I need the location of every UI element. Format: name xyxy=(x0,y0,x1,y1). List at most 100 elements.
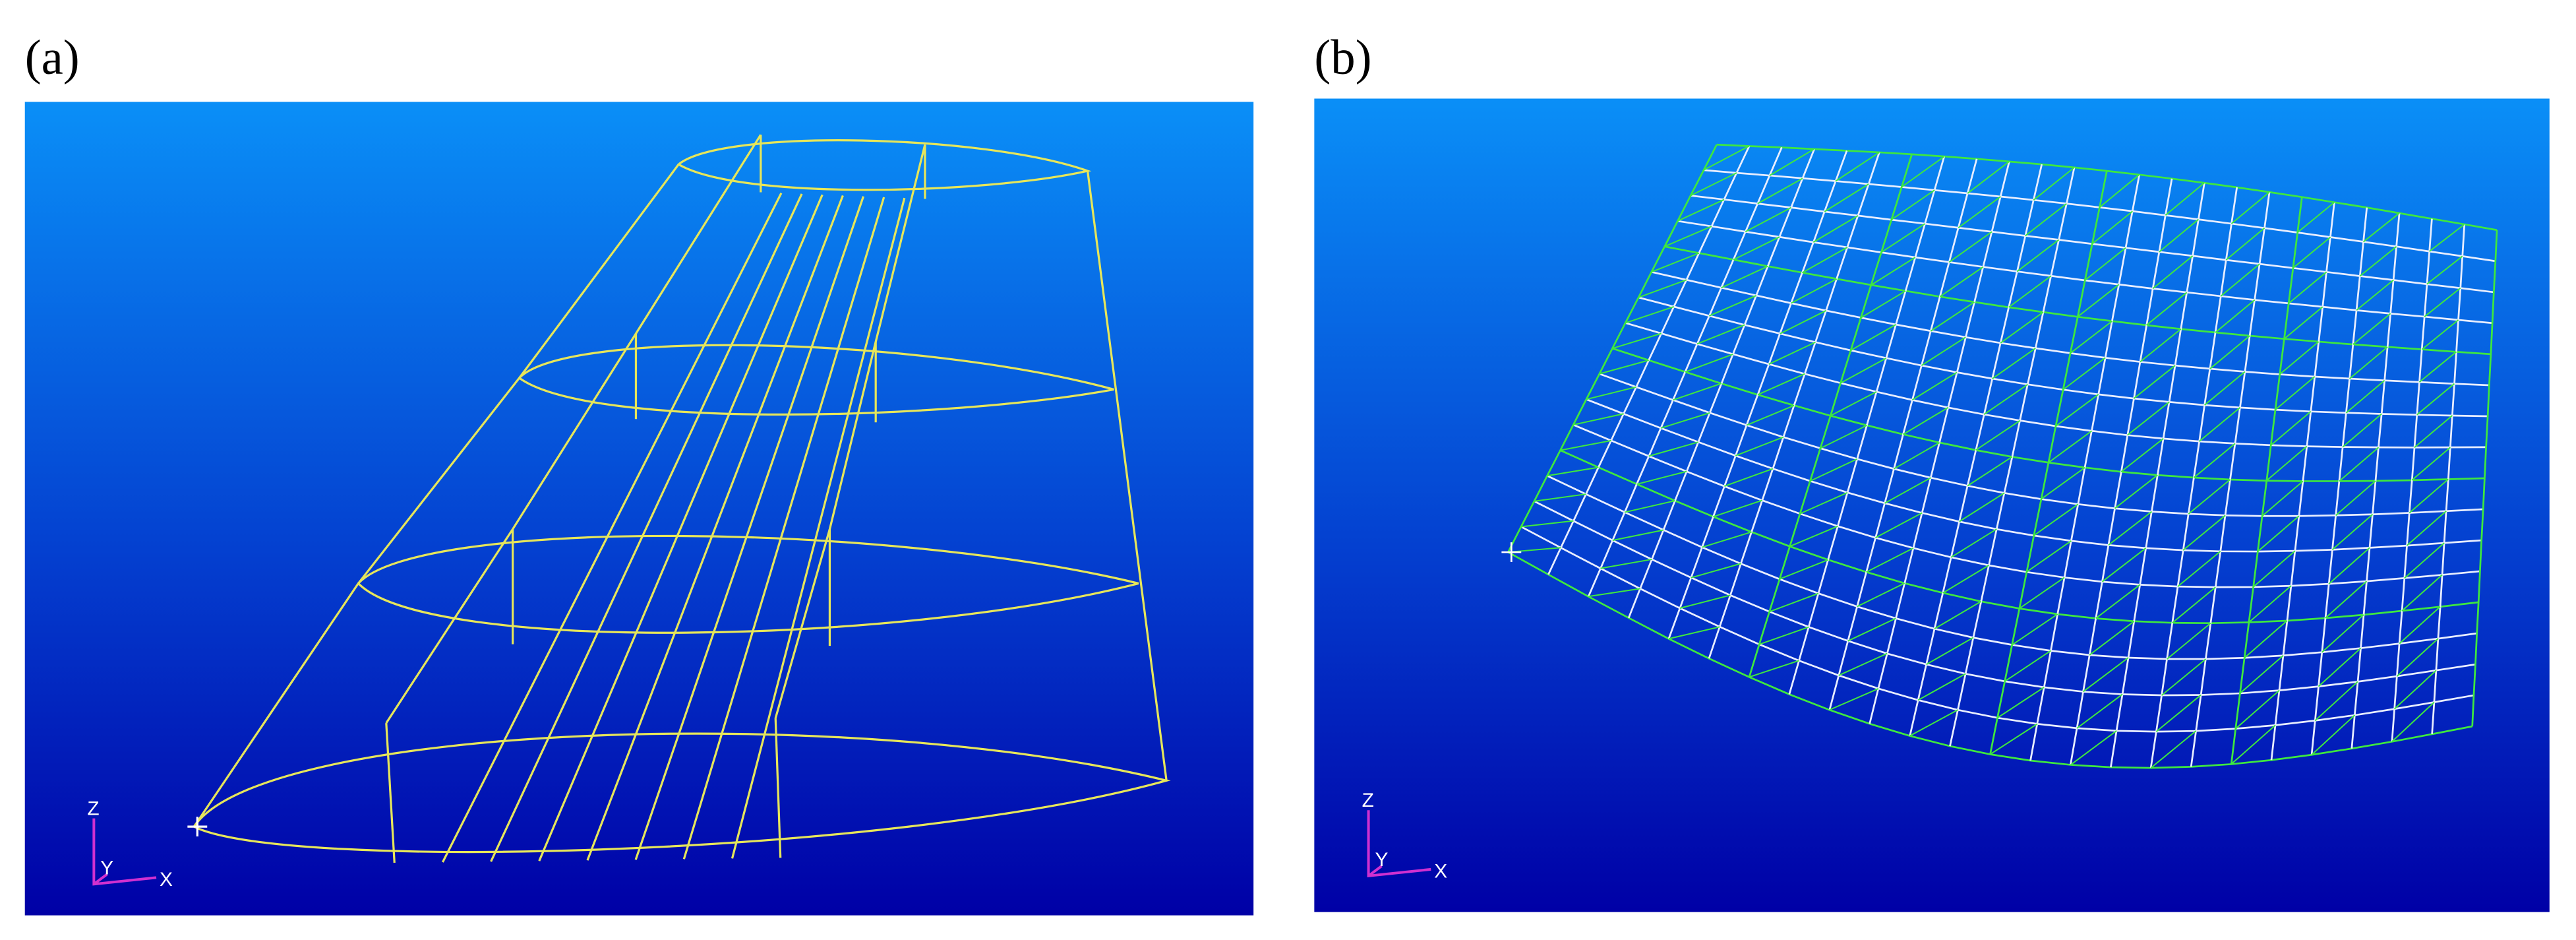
mesh-diagonal xyxy=(1901,156,1945,188)
mesh-diagonal xyxy=(1997,687,2045,719)
mesh-diagonal xyxy=(2076,693,2123,729)
mesh-diagonal xyxy=(1721,265,1768,289)
mesh-diagonal xyxy=(1625,305,1675,324)
mesh-diagonal xyxy=(2193,443,2236,478)
mesh-diagonal xyxy=(1948,231,1992,263)
mesh-diagonal xyxy=(1860,290,1906,319)
mesh-diagonal xyxy=(1769,148,1815,176)
mesh-diagonal xyxy=(1992,348,2036,379)
mesh-diagonal xyxy=(2409,478,2449,514)
triad-label: X xyxy=(160,869,173,891)
mesh-diagonal xyxy=(2266,445,2308,482)
mesh-diagonal xyxy=(2099,173,2140,208)
mesh-diagonal xyxy=(1759,626,1809,645)
mesh-diagonal xyxy=(2345,379,2385,414)
mesh-diagonal xyxy=(1902,406,1949,435)
mesh-diagonal xyxy=(1757,373,1805,396)
mesh-diagonal xyxy=(2220,263,2260,297)
mesh-diagonal xyxy=(2041,467,2085,500)
panel-label: (b) xyxy=(1314,30,1371,85)
spar-web xyxy=(385,723,396,863)
mesh-diagonal xyxy=(2167,622,2211,660)
mesh-diagonal xyxy=(2296,201,2335,234)
mesh-diagonal xyxy=(2133,365,2176,399)
mesh-diagonal xyxy=(2239,654,2284,694)
spar-line xyxy=(634,196,865,860)
mesh-diagonal xyxy=(1939,266,1984,298)
mesh-diagonal xyxy=(1677,199,1725,222)
mesh-diagonal xyxy=(2198,407,2241,442)
mesh-diagonal xyxy=(2314,681,2358,722)
mesh-diagonal xyxy=(1880,223,1926,253)
mesh-diagonal xyxy=(1909,709,1958,737)
wireframe-a xyxy=(187,134,1171,863)
mesh-diagonal xyxy=(2215,299,2256,333)
mesh-diagonal xyxy=(2172,586,2216,623)
mesh-diagonal xyxy=(2048,430,2092,464)
mesh-diagonal xyxy=(2235,689,2280,730)
mesh-diagonal xyxy=(2055,394,2099,427)
mesh-diagonal xyxy=(2325,580,2368,619)
mesh-diagonal xyxy=(2188,479,2231,515)
mesh-diagonal xyxy=(1779,559,1828,580)
mesh-diagonal xyxy=(2026,540,2072,573)
mesh-diagonal xyxy=(1850,324,1896,352)
mesh-span-line xyxy=(1627,148,1815,619)
mesh-diagonal xyxy=(1930,301,1975,332)
mesh-diagonal xyxy=(2404,542,2445,579)
mesh-diagonal xyxy=(1636,470,1687,486)
mesh-span-line xyxy=(2029,174,2141,761)
mesh-diagonal xyxy=(1599,360,1649,375)
mesh-diagonal xyxy=(1967,456,2013,487)
spar-line xyxy=(441,192,783,863)
mesh-diagonal xyxy=(2424,287,2461,317)
mesh-diagonal xyxy=(1830,391,1877,417)
mesh-diagonal xyxy=(1835,152,1880,182)
viewport-a xyxy=(24,102,1254,916)
mesh-diagonal xyxy=(1624,500,1675,513)
mesh-diagonal xyxy=(2418,351,2457,383)
mesh-diagonal xyxy=(2352,313,2391,345)
triad-label: X xyxy=(1434,860,1447,882)
mesh-diagonal xyxy=(2244,620,2288,658)
mesh-diagonal xyxy=(1942,565,1990,594)
spar-cap xyxy=(385,134,762,724)
mesh-diagonal xyxy=(2120,438,2164,472)
mesh-diagonal xyxy=(1724,468,1774,487)
mesh-diagonal xyxy=(1989,723,2038,755)
mesh-diagonal xyxy=(2261,480,2304,517)
mesh-diagonal xyxy=(1709,295,1757,317)
mesh-diagonal xyxy=(2077,284,2120,317)
mesh-diagonal xyxy=(1934,600,1982,629)
mesh-diagonal xyxy=(1959,492,2005,522)
mesh-diagonal xyxy=(1894,442,1940,470)
mesh-diagonal xyxy=(2000,311,2044,344)
mesh-diagonal xyxy=(2114,474,2158,509)
mesh-diagonal xyxy=(1733,236,1780,261)
mesh-diagonal xyxy=(2331,513,2374,550)
triad-label: Y xyxy=(100,857,113,879)
mesh-diagonal xyxy=(2209,335,2250,369)
mesh-diagonal xyxy=(1690,172,1737,197)
spar-cap xyxy=(774,144,926,719)
mesh-diagonal xyxy=(2159,218,2200,253)
panel-label: (a) xyxy=(25,30,80,85)
trailing-edge xyxy=(1086,170,1168,781)
mesh-diagonal xyxy=(1967,161,2010,194)
mesh-diagonal xyxy=(2311,714,2356,756)
mesh-diagonal xyxy=(1745,206,1791,233)
mesh-diagonal xyxy=(2004,650,2051,682)
mesh-diagonal xyxy=(2108,511,2153,546)
mesh-diagonal xyxy=(2362,212,2400,243)
mesh-diagonal xyxy=(1871,257,1916,286)
mesh-diagonal xyxy=(2288,271,2327,304)
mesh-diagonal xyxy=(2252,550,2296,588)
mesh-diagonal xyxy=(2426,255,2463,285)
mesh-diagonal xyxy=(1921,336,1966,366)
mesh-diagonal xyxy=(2421,319,2459,350)
mesh-diagonal xyxy=(2335,480,2376,517)
mesh-diagonal xyxy=(2182,515,2226,551)
mesh-diagonal xyxy=(1820,424,1867,449)
mesh-diagonal xyxy=(2416,383,2455,416)
